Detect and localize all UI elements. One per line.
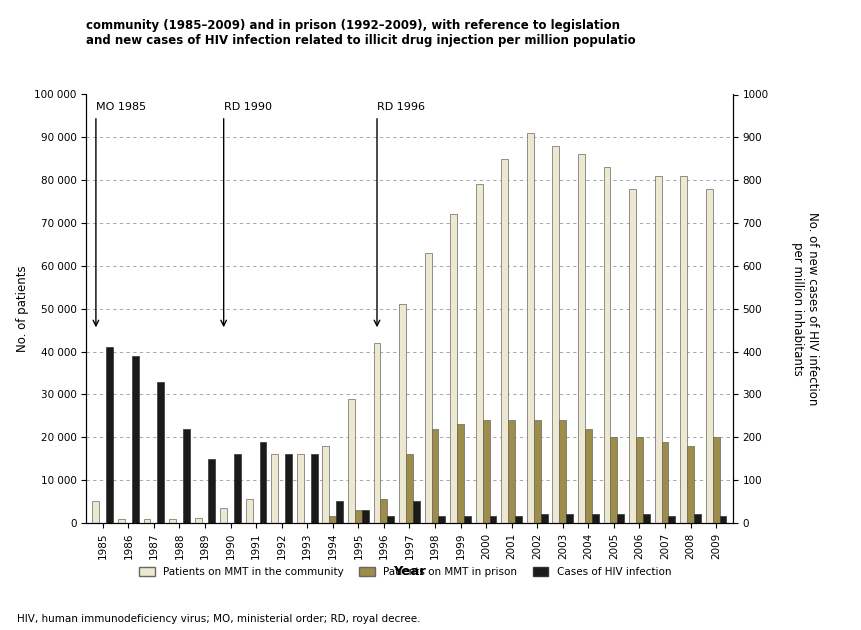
Bar bbox=[712, 437, 719, 523]
Bar bbox=[566, 514, 573, 523]
Bar bbox=[424, 253, 431, 523]
Bar bbox=[92, 501, 99, 523]
Bar bbox=[132, 356, 139, 523]
Bar bbox=[705, 189, 712, 523]
Bar bbox=[616, 514, 623, 523]
Bar bbox=[603, 168, 610, 523]
Bar bbox=[475, 185, 482, 523]
Bar bbox=[552, 146, 559, 523]
Bar bbox=[679, 176, 686, 523]
Bar bbox=[183, 428, 189, 523]
Bar bbox=[686, 446, 693, 523]
Bar bbox=[456, 425, 463, 523]
Bar bbox=[310, 454, 317, 523]
Bar bbox=[533, 420, 540, 523]
X-axis label: Year: Year bbox=[393, 564, 425, 578]
Bar bbox=[653, 176, 660, 523]
Bar bbox=[380, 500, 387, 523]
Bar bbox=[245, 500, 252, 523]
Y-axis label: No. of patients: No. of patients bbox=[15, 265, 28, 352]
Bar bbox=[406, 454, 412, 523]
Bar bbox=[693, 514, 700, 523]
Bar bbox=[431, 428, 438, 523]
Bar bbox=[412, 501, 419, 523]
Bar bbox=[259, 442, 266, 523]
Bar bbox=[285, 454, 292, 523]
Text: MO 1985: MO 1985 bbox=[96, 101, 146, 112]
Text: RD 1996: RD 1996 bbox=[376, 101, 424, 112]
Bar bbox=[578, 154, 585, 523]
Bar bbox=[526, 133, 533, 523]
Bar bbox=[585, 428, 592, 523]
Bar bbox=[642, 514, 649, 523]
Bar bbox=[158, 382, 164, 523]
Bar bbox=[169, 518, 176, 523]
Text: community (1985–2009) and in prison (1992–2009), with reference to legislation
a: community (1985–2009) and in prison (199… bbox=[86, 19, 635, 47]
Bar bbox=[463, 517, 470, 523]
Bar bbox=[322, 446, 329, 523]
Bar bbox=[373, 343, 380, 523]
Bar bbox=[438, 517, 445, 523]
Bar bbox=[233, 454, 240, 523]
Bar bbox=[118, 520, 125, 523]
Bar bbox=[501, 159, 508, 523]
Bar bbox=[610, 437, 616, 523]
Bar bbox=[220, 508, 226, 523]
Bar bbox=[271, 454, 278, 523]
Bar bbox=[719, 517, 726, 523]
Bar bbox=[592, 514, 598, 523]
Bar bbox=[482, 420, 489, 523]
Y-axis label: No. of new cases of HIV infection
per million inhabitants: No. of new cases of HIV infection per mi… bbox=[790, 212, 818, 405]
Legend: Patients on MMT in the community, Patients on MMT in prison, Cases of HIV infect: Patients on MMT in the community, Patien… bbox=[134, 563, 675, 581]
Text: RD 1990: RD 1990 bbox=[223, 101, 271, 112]
Bar bbox=[195, 518, 201, 523]
Bar bbox=[508, 420, 515, 523]
Bar bbox=[348, 399, 355, 523]
Bar bbox=[629, 189, 635, 523]
Bar bbox=[362, 510, 369, 523]
Bar bbox=[449, 214, 456, 523]
Bar bbox=[540, 514, 547, 523]
Bar bbox=[296, 454, 303, 523]
Bar bbox=[489, 517, 496, 523]
Bar bbox=[635, 437, 642, 523]
Bar bbox=[336, 501, 343, 523]
Bar bbox=[515, 517, 522, 523]
Bar bbox=[208, 459, 215, 523]
Bar bbox=[106, 347, 113, 523]
Bar bbox=[660, 442, 667, 523]
Bar bbox=[387, 517, 393, 523]
Bar bbox=[399, 304, 406, 523]
Bar bbox=[329, 517, 336, 523]
Bar bbox=[667, 517, 674, 523]
Text: HIV, human immunodeficiency virus; MO, ministerial order; RD, royal decree.: HIV, human immunodeficiency virus; MO, m… bbox=[17, 614, 420, 624]
Bar bbox=[559, 420, 566, 523]
Bar bbox=[144, 520, 151, 523]
Bar bbox=[355, 510, 362, 523]
